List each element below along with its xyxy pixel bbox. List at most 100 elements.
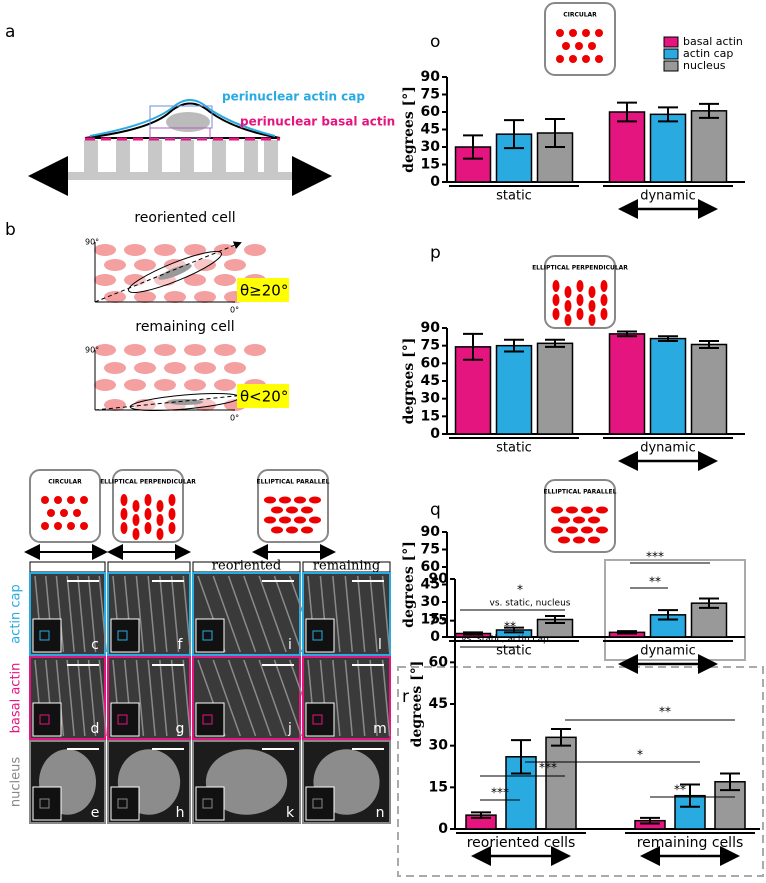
- basal-box: [149, 127, 211, 139]
- fiber: [55, 575, 65, 653]
- dot: [144, 494, 152, 506]
- dot: [156, 514, 164, 526]
- dot: [588, 314, 596, 326]
- y-tick-label: 45: [429, 696, 448, 712]
- dot: [104, 399, 126, 411]
- inset: [110, 618, 140, 653]
- panel-label: q: [430, 500, 441, 520]
- bar: [545, 736, 577, 830]
- inset-roi: [39, 714, 50, 725]
- nucleus: [158, 264, 192, 280]
- error-bar: [640, 816, 660, 825]
- inset: [305, 618, 335, 653]
- bar: [649, 113, 687, 183]
- fiber: [147, 575, 156, 653]
- dot: [67, 522, 75, 530]
- panel-letter: j: [287, 721, 292, 737]
- y-tick-label: 60: [421, 355, 441, 371]
- dot: [94, 379, 116, 391]
- basal-label: perinuclear basal actin: [240, 115, 395, 129]
- dot: [581, 506, 593, 514]
- y-tick-label: 30: [421, 594, 441, 610]
- x-tick-label: dynamic: [640, 644, 696, 659]
- dot: [104, 259, 126, 271]
- panel-label: p: [430, 243, 441, 263]
- annotation: *: [517, 583, 523, 597]
- dot: [309, 516, 321, 524]
- dot: [558, 536, 570, 544]
- row-label: actin cap: [9, 584, 24, 644]
- dot: [279, 496, 291, 504]
- panel-letter: d: [91, 721, 100, 737]
- deg: 90°: [85, 238, 99, 247]
- dot: [264, 496, 276, 504]
- bar: [649, 337, 687, 435]
- fiber: [87, 659, 97, 737]
- dot: [595, 55, 603, 63]
- fiber: [77, 575, 86, 653]
- legend-swatch: [663, 36, 679, 48]
- fiber: [243, 575, 272, 653]
- dot: [224, 259, 246, 271]
- y-tick-label: 90: [421, 524, 441, 540]
- fiber: [356, 659, 366, 737]
- dot: [104, 291, 126, 303]
- dot: [94, 344, 116, 356]
- angle-label: θ<20°: [240, 388, 288, 406]
- dot: [214, 244, 236, 256]
- fiber: [227, 575, 257, 653]
- dot: [573, 516, 585, 524]
- y-axis-label: degrees [°]: [409, 661, 425, 748]
- error-bar: [511, 739, 531, 775]
- dot: [562, 42, 570, 50]
- dot: [132, 500, 140, 512]
- fiber: [258, 575, 287, 653]
- dot: [104, 362, 126, 374]
- row-label: nucleus: [9, 757, 24, 807]
- dot: [134, 259, 156, 271]
- y-tick-label: 45: [421, 122, 440, 138]
- subheader: reoriented: [212, 559, 281, 574]
- dot: [600, 308, 608, 320]
- actin-cap-line: [89, 99, 276, 137]
- angle-label: θ≥20°: [240, 282, 288, 300]
- inset-roi: [202, 630, 213, 641]
- y-tick-label: 0: [430, 174, 440, 190]
- dot: [124, 344, 146, 356]
- inset: [195, 702, 225, 737]
- pattern-label: ELLIPTICAL PARALLEL: [257, 479, 330, 486]
- dot: [301, 506, 313, 514]
- error-bar: [617, 630, 637, 635]
- fiber: [159, 659, 168, 737]
- dot: [154, 379, 176, 391]
- dot: [569, 55, 577, 63]
- dot: [566, 526, 578, 534]
- dot: [164, 362, 186, 374]
- error-bar: [504, 626, 524, 634]
- dot: [576, 294, 584, 306]
- inset: [305, 702, 335, 737]
- dot: [144, 522, 152, 534]
- dot: [144, 508, 152, 520]
- dot: [194, 291, 216, 303]
- bar: [690, 343, 728, 435]
- pattern-label: CIRCULAR: [48, 479, 82, 486]
- inset: [195, 786, 225, 821]
- pattern-box: [257, 469, 329, 543]
- dot: [286, 506, 298, 514]
- legend-swatch: [663, 60, 679, 72]
- annotation: vs. static, actin cap: [461, 635, 549, 645]
- bar: [454, 346, 492, 435]
- dot: [124, 244, 146, 256]
- cell-title: reoriented cell: [134, 210, 235, 226]
- dot: [576, 308, 584, 320]
- panel-a: a perinuclear actin cap perinuclear basa…: [5, 22, 395, 196]
- annotation: ***: [491, 786, 509, 800]
- dot: [552, 294, 560, 306]
- pattern-box: [544, 479, 616, 553]
- y-tick-label: 75: [421, 338, 440, 354]
- legend-label: basal actin: [683, 35, 743, 48]
- dot: [573, 536, 585, 544]
- dot: [54, 522, 62, 530]
- inset-roi: [202, 798, 213, 809]
